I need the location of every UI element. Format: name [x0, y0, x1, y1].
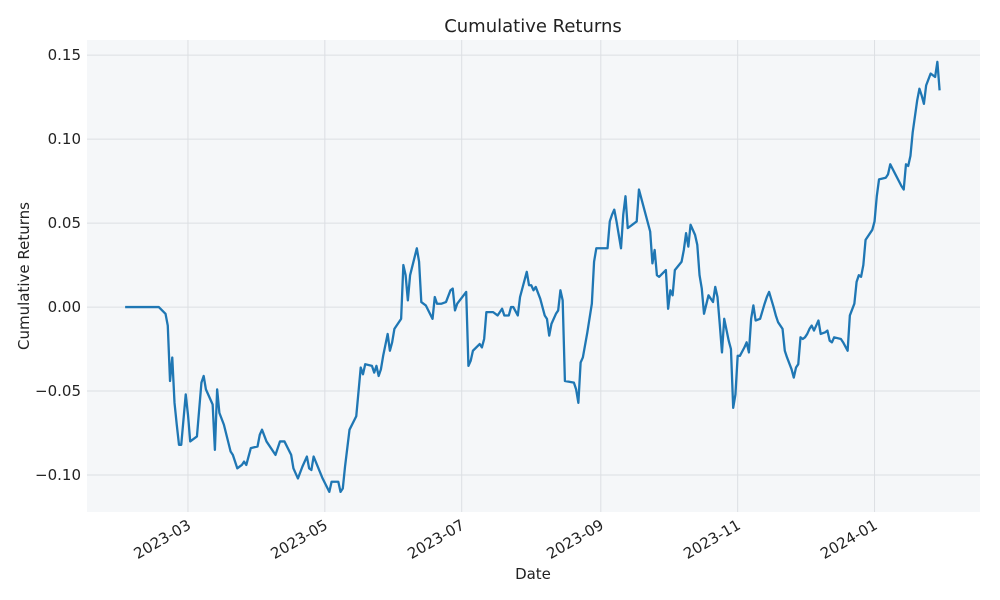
x-tick-label: 2023-03 [131, 516, 194, 563]
y-tick-label: 0.15 [48, 46, 81, 64]
x-tick-label: 2023-11 [680, 516, 743, 563]
y-tick-label: 0.05 [48, 214, 81, 232]
data-line [125, 60, 941, 493]
x-tick-label: 2024-01 [817, 516, 880, 563]
y-tick-label: −0.05 [35, 382, 81, 400]
y-axis-label: Cumulative Returns [15, 202, 33, 350]
chart-title: Cumulative Returns [444, 16, 622, 37]
x-axis-label: Date [515, 565, 551, 583]
y-tick-label: −0.10 [35, 466, 81, 484]
plot-area [87, 40, 980, 512]
x-tick-label: 2023-05 [268, 516, 331, 563]
x-tick-label: 2023-09 [544, 516, 607, 563]
y-tick-label: 0.00 [48, 298, 81, 316]
x-tick-label: 2023-07 [404, 516, 467, 563]
y-tick-label: 0.10 [48, 130, 81, 148]
